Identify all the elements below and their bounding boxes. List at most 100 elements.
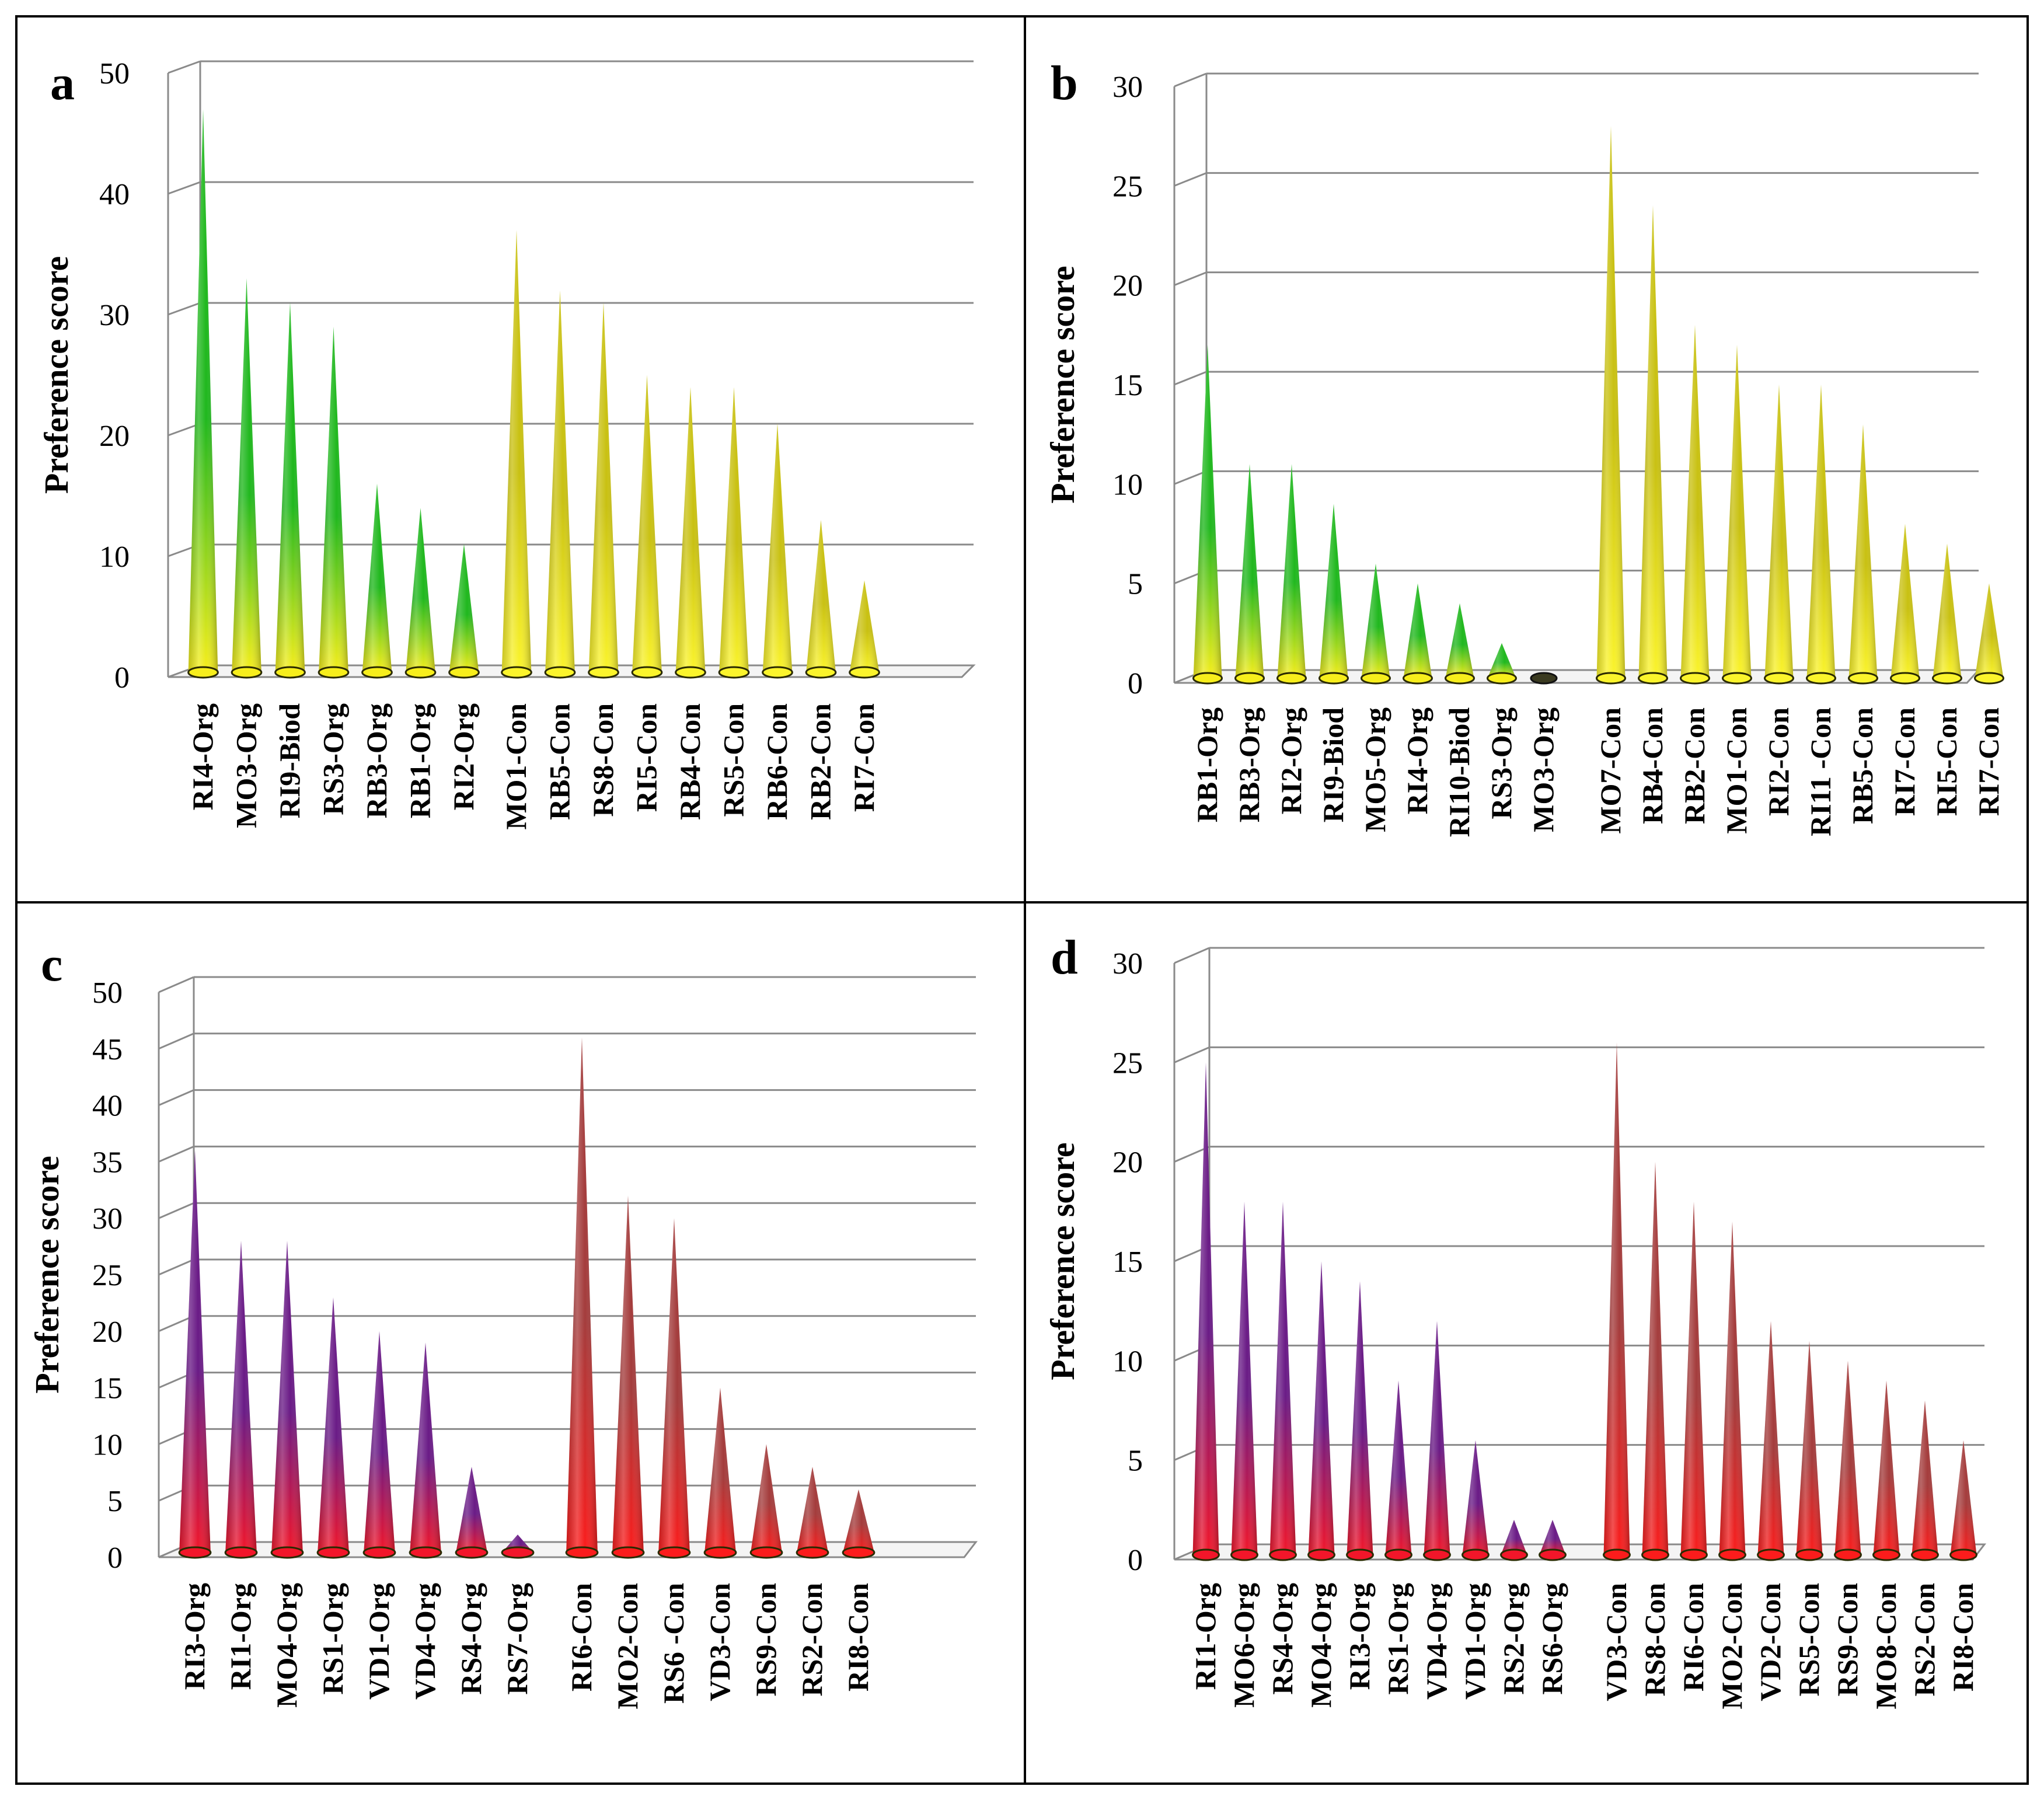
y-tick-label: 40 [92, 1090, 123, 1123]
cone-base [1445, 672, 1475, 685]
cone-bar [224, 1240, 258, 1559]
cone-base [404, 666, 437, 679]
cone-base [749, 1546, 783, 1559]
cone-bar [1718, 1221, 1746, 1561]
cone-bar [1848, 424, 1878, 685]
cone-shading [362, 483, 392, 672]
cone-bar [1234, 464, 1265, 685]
cone-base [1932, 672, 1962, 685]
cone-bar [1890, 524, 1920, 685]
x-tick-label: VD4-Org [1420, 1583, 1453, 1700]
cone-bar [1192, 344, 1223, 685]
cone-shading [1638, 205, 1668, 678]
x-tick-label: RI3-Org [178, 1583, 211, 1690]
cone-base [842, 1546, 875, 1559]
gridline-depth [1174, 371, 1207, 386]
cone-shading [849, 580, 880, 672]
x-tick-label: RI9-Biod [273, 703, 306, 818]
cone-base [1795, 1548, 1823, 1561]
cone-shading [675, 387, 706, 672]
gridline-depth [1174, 947, 1210, 964]
x-tick-label: RI7-Con [1972, 707, 2005, 816]
cone-bar [1487, 643, 1517, 685]
cone-base [361, 666, 393, 679]
cone-shading [1308, 1261, 1335, 1555]
gridline-depth [168, 302, 201, 316]
x-tick-label: RB4-Con [1636, 707, 1669, 824]
x-tick-label: RS5-Con [1792, 1583, 1825, 1697]
cone-bar [1795, 1341, 1823, 1561]
y-tick-label: 5 [1128, 1445, 1143, 1478]
cone-bar [762, 423, 793, 679]
cone-shading [501, 230, 532, 673]
cone-bar [501, 230, 532, 679]
cone-bar [657, 1218, 691, 1559]
cone-base [1307, 1548, 1335, 1561]
cone-shading [275, 302, 305, 672]
x-tick-label: VD2-Con [1754, 1583, 1787, 1701]
y-tick-label: 10 [1112, 468, 1143, 501]
cone-shading [1764, 385, 1794, 678]
y-tick-label: 25 [92, 1259, 123, 1292]
cone-bar [796, 1467, 829, 1559]
y-tick-label: 20 [92, 1316, 123, 1349]
x-tick-label: RS6 -Con [657, 1583, 690, 1704]
cone-base [1974, 672, 2004, 685]
x-tick-label: RI6-Con [1677, 1583, 1710, 1691]
cone-shading [364, 1331, 395, 1553]
panel-letter: a [50, 56, 75, 110]
cone-bar [631, 375, 663, 679]
cone-bar [1530, 672, 1558, 685]
cone-base-empty [1530, 672, 1558, 685]
x-tick-label: RI11 -Con [1804, 707, 1837, 836]
cone-base [1192, 672, 1223, 685]
cone-bar [1722, 344, 1752, 685]
x-tick-label: RS2-Con [1908, 1583, 1941, 1697]
cone-shading [1834, 1361, 1861, 1555]
gridline-depth [1174, 1046, 1210, 1063]
x-tick-label: MO1-Con [500, 703, 532, 830]
cone-bar [1307, 1261, 1335, 1561]
y-tick-label: 5 [107, 1485, 123, 1518]
cone-base [1269, 1548, 1297, 1561]
gridline-depth [1174, 470, 1207, 485]
panel-b: 0 5 10 15 20 25 30 Preference score b RB1-Org RB3-… [1044, 56, 2005, 837]
cone-bar [404, 508, 437, 679]
cone-base [849, 666, 880, 679]
cone-bar [1500, 1519, 1528, 1561]
x-tick-label: RI5-Con [630, 703, 663, 812]
cone-shading [179, 1150, 211, 1553]
cone-bar [455, 1467, 489, 1559]
cone-base [231, 666, 263, 679]
cone-base [501, 1546, 535, 1559]
cone-shading [1385, 1380, 1412, 1555]
cone-bar [274, 302, 306, 679]
cone-base [1911, 1548, 1939, 1561]
cone-shading [1933, 543, 1962, 678]
cone-shading [1680, 325, 1710, 678]
x-tick-label: RB5-Con [543, 703, 576, 820]
x-tick-label: RS5-Con [717, 703, 750, 817]
gridline-depth [158, 1032, 194, 1050]
x-tick-label: RI2-Org [1275, 707, 1307, 814]
cone-base [1384, 1548, 1412, 1561]
x-tick-label: RS7-Org [501, 1583, 533, 1695]
x-tick-label: RI7-Con [1888, 707, 1921, 816]
cone-shading [704, 1387, 736, 1553]
y-tick-label: 0 [1128, 1544, 1143, 1577]
cone-bar [749, 1444, 783, 1559]
cone-bar [1230, 1201, 1258, 1561]
x-tick-label: RB3-Org [1233, 707, 1265, 822]
cone-bar [1319, 504, 1349, 685]
gridline-depth [168, 60, 201, 74]
cone-base [1192, 1548, 1220, 1561]
cone-base [1539, 1548, 1567, 1561]
cone-shading [545, 290, 575, 673]
x-tick-label: VD3-Con [703, 1583, 736, 1701]
x-tick-label: RI10-Biod [1443, 707, 1476, 837]
cone-shading [318, 1297, 349, 1553]
cone-base [316, 1546, 350, 1559]
cone-base [1680, 672, 1710, 685]
cone-base [1834, 1548, 1862, 1561]
